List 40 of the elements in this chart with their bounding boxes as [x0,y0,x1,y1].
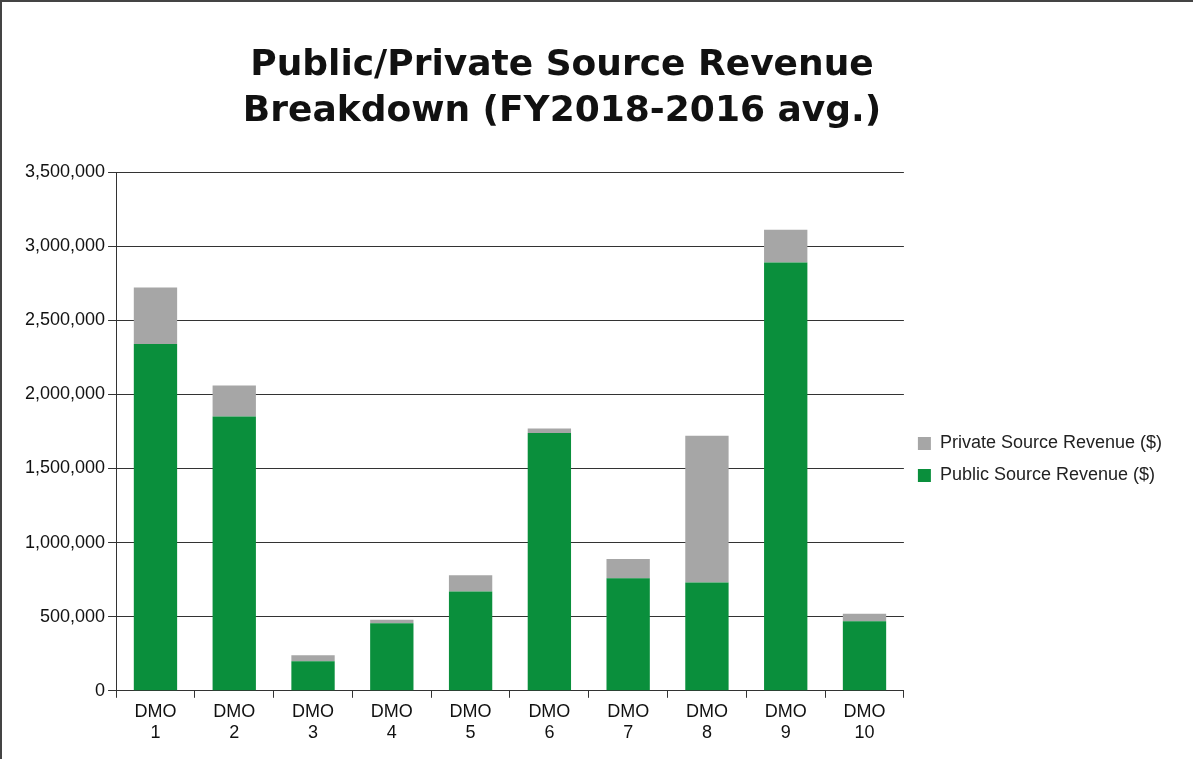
y-tick-label: 2,000,000 [25,383,106,404]
bar [764,229,808,263]
chart-title: Public/Private Source Revenue Breakdown (FY2018-2016 avg.) [241,41,883,131]
bar [527,428,572,433]
bar [685,582,729,691]
y-tick-label: 0 [95,679,106,700]
bar [606,558,650,579]
bar [685,435,729,583]
bar [212,385,256,417]
x-tick-label: DMO 5 [449,700,492,743]
y-tick-label: 3,500,000 [25,160,106,181]
bar [842,613,887,622]
x-tick-label: DMO 7 [607,700,650,743]
x-tick-label: DMO 2 [213,700,256,743]
y-tick-label: 2,500,000 [25,309,106,330]
bar [448,591,493,691]
bar [842,621,887,691]
x-tick-label: DMO 8 [685,700,728,743]
legend-label: Public Source Revenue ($) [939,464,1156,485]
bar [291,655,335,662]
bar [370,623,414,691]
bar [212,416,256,691]
y-tick-label: 1,000,000 [25,531,106,552]
bar [448,575,493,592]
legend-label: Private Source Revenue ($) [939,432,1162,453]
y-tick-label: 1,500,000 [25,457,106,478]
x-tick-label: DMO 10 [843,700,886,743]
x-tick-label: DMO 4 [370,700,413,743]
y-tick-label: 3,000,000 [25,235,106,256]
y-tick-label: 500,000 [40,605,106,626]
bar [764,262,808,691]
x-tick-label: DMO 1 [134,700,177,743]
bar [133,343,178,691]
bar [527,432,572,691]
bar [133,287,178,344]
x-tick-label: DMO 9 [764,700,807,743]
bar [606,578,650,691]
x-tick-label: DMO 3 [292,700,335,743]
x-tick-label: DMO 6 [528,700,571,743]
bar [291,661,335,691]
